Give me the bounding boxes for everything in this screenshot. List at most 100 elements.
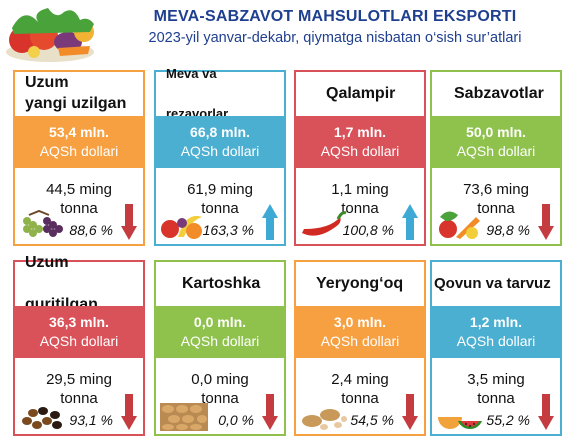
growth-percent: 93,1 %: [69, 412, 113, 428]
value-band: 66,8 mln. AQSh dollari: [156, 116, 284, 168]
page-title: MEVA-SABZAVOT MAHSULOTLARI EKSPORTI: [153, 8, 517, 25]
export-value: 3,0 mln.: [333, 314, 387, 330]
card-sabzavotlar: Sabzavotlar 50,0 mln. AQSh dollari 73,6 …: [430, 70, 562, 246]
growth-percent: 100,8 %: [342, 222, 394, 238]
card-title-line2: yangi uzilgan: [25, 95, 127, 112]
export-unit: AQSh dollari: [180, 143, 260, 159]
value-band: 53,4 mln. AQSh dollari: [15, 116, 143, 168]
volume: 3,5 ming tonna: [432, 370, 560, 408]
growth-percent: 163,3 %: [202, 222, 254, 238]
value-band: 1,7 mln. AQSh dollari: [296, 116, 424, 168]
arrow-down-icon: [402, 394, 418, 430]
export-value: 50,0 mln.: [466, 124, 526, 140]
value-band: 36,3 mln. AQSh dollari: [15, 306, 143, 358]
card-title-line1: Qalampir: [326, 84, 396, 102]
grapes-icon: [23, 209, 63, 237]
volume: 1,1 ming tonna: [296, 180, 424, 218]
arrow-down-icon: [121, 394, 137, 430]
volume-unit: tonna: [477, 390, 515, 407]
volume-value: 44,5 ming: [46, 181, 112, 198]
volume: 44,5 ming tonna: [15, 180, 143, 218]
arrow-down-icon: [538, 204, 554, 240]
card-title: Sabzavotlar: [432, 72, 560, 114]
peanuts-icon: [302, 409, 347, 430]
export-value: 1,7 mln.: [333, 124, 387, 140]
card-title: Uzum quritilgan: [15, 254, 143, 313]
card-meva-rezavorlar: Meva va rezavorlar 66,8 mln. AQSh dollari…: [154, 66, 286, 246]
volume-unit: tonna: [201, 390, 239, 407]
volume-value: 0,0 ming: [191, 371, 249, 388]
card-uzum-quritilgan: Uzum quritilgan 36,3 mln. AQSh dollari 29…: [13, 254, 145, 436]
value-band: 1,2 mln. AQSh dollari: [432, 306, 560, 358]
volume-value: 3,5 ming: [467, 371, 525, 388]
raisins-icon: [22, 407, 62, 429]
potatoes-icon: [160, 403, 208, 431]
volume: 73,6 ming tonna: [432, 180, 560, 218]
volume-unit: tonna: [201, 200, 239, 217]
volume-unit: tonna: [341, 200, 379, 217]
card-title: Qovun va tarvuz: [432, 262, 560, 304]
volume-value: 1,1 ming: [331, 181, 389, 198]
growth-percent: 0,0 %: [218, 412, 254, 428]
card-title-line1: Qovun va tarvuz: [434, 274, 551, 292]
card-qovun-tarvuz: Qovun va tarvuz 1,2 mln. AQSh dollari 3,…: [430, 260, 562, 436]
export-value: 53,4 mln.: [49, 124, 109, 140]
export-unit: AQSh dollari: [456, 143, 536, 159]
value-band: 0,0 mln. AQSh dollari: [156, 306, 284, 358]
fruits-icon: [161, 215, 202, 239]
card-title-line1: Kartoshka: [182, 274, 261, 292]
export-unit: AQSh dollari: [456, 333, 536, 349]
arrow-down-icon: [538, 394, 554, 430]
volume-value: 73,6 ming: [463, 181, 529, 198]
arrow-down-icon: [262, 394, 278, 430]
card-qalampir: Qalampir 1,7 mln. AQSh dollari 1,1 ming …: [294, 70, 426, 246]
export-unit: AQSh dollari: [320, 333, 400, 349]
value-band: 3,0 mln. AQSh dollari: [296, 306, 424, 358]
volume-value: 61,9 ming: [187, 181, 253, 198]
card-title-line1: Yeryong‘oq: [316, 274, 404, 292]
volume: 0,0 ming tonna: [156, 370, 284, 408]
card-title-line1: Uzum: [25, 74, 69, 91]
growth-percent: 54,5 %: [350, 412, 394, 428]
arrow-down-icon: [121, 204, 137, 240]
volume-unit: tonna: [477, 200, 515, 217]
growth-percent: 88,6 %: [69, 222, 113, 238]
volume-unit: tonna: [341, 390, 379, 407]
export-value: 66,8 mln.: [190, 124, 250, 140]
card-title: Qalampir: [296, 72, 424, 114]
card-uzum-yangi: Uzum yangi uzilgan 53,4 mln. AQSh dollari…: [13, 70, 145, 246]
growth-percent: 98,8 %: [486, 222, 530, 238]
chili-pepper-icon: [302, 211, 347, 236]
export-value: 36,3 mln.: [49, 314, 109, 330]
volume-unit: tonna: [60, 200, 98, 217]
card-title: Yeryong‘oq: [296, 262, 424, 304]
card-kartoshka: Kartoshka 0,0 mln. AQSh dollari 0,0 ming…: [154, 260, 286, 436]
volume: 29,5 ming tonna: [15, 370, 143, 408]
export-unit: AQSh dollari: [39, 143, 119, 159]
card-title-line1: Sabzavotlar: [454, 84, 544, 102]
card-title-line1: Meva va: [166, 65, 217, 81]
export-unit: AQSh dollari: [180, 333, 260, 349]
card-title: Meva va rezavorlar: [156, 66, 284, 121]
vegetables-icon: [439, 211, 480, 239]
volume-value: 29,5 ming: [46, 371, 112, 388]
volume: 61,9 ming tonna: [156, 180, 284, 218]
vegetables-basket-icon: [6, 8, 94, 62]
value-band: 50,0 mln. AQSh dollari: [432, 116, 560, 168]
export-value: 0,0 mln.: [193, 314, 247, 330]
volume: 2,4 ming tonna: [296, 370, 424, 408]
export-value: 1,2 mln.: [469, 314, 523, 330]
export-unit: AQSh dollari: [39, 333, 119, 349]
arrow-up-icon: [262, 204, 278, 240]
volume-unit: tonna: [60, 390, 98, 407]
volume-value: 2,4 ming: [331, 371, 389, 388]
card-title: Kartoshka: [156, 262, 284, 304]
card-title: Uzum yangi uzilgan: [15, 72, 143, 114]
page-subtitle: 2023-yil yanvar-dekabr, qiymatga nisbata…: [148, 30, 522, 46]
card-yeryongoq: Yeryong‘oq 3,0 mln. AQSh dollari 2,4 min…: [294, 260, 426, 436]
export-unit: AQSh dollari: [320, 143, 400, 159]
growth-percent: 55,2 %: [486, 412, 530, 428]
arrow-up-icon: [402, 204, 418, 240]
card-title-line1: Uzum: [25, 253, 69, 271]
melon-watermelon-icon: [438, 417, 482, 429]
